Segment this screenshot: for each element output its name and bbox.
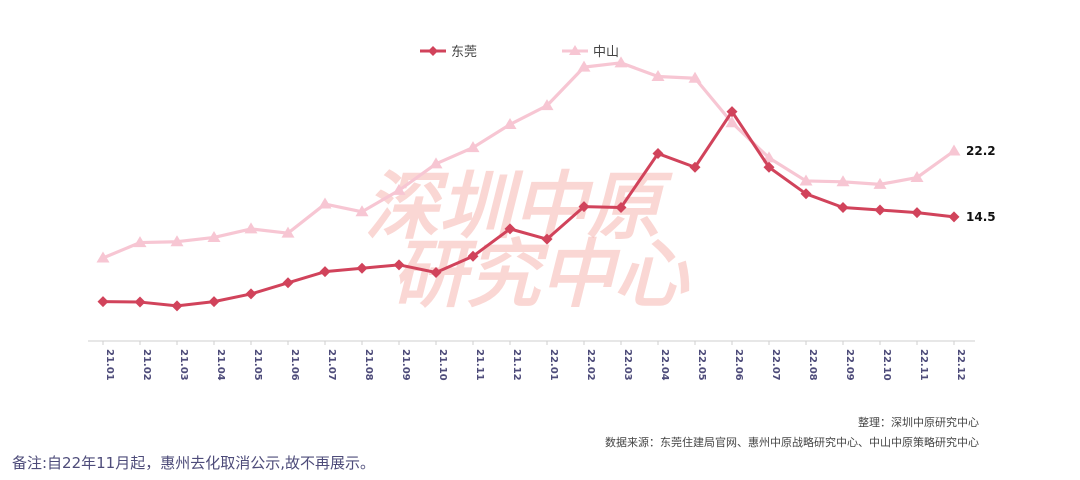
series-group: 22.2 14.5 [96,56,996,312]
x-tick-label-16: 22.05 [696,349,707,381]
x-tick-label-19: 22.08 [807,349,818,381]
point-1-19 [799,174,813,186]
point-1-16 [688,71,702,83]
point-0-14 [615,201,627,213]
point-1-9 [429,157,443,169]
x-tick-label-11: 21.12 [511,349,522,381]
point-0-19 [800,188,812,200]
x-tick-label-4: 21.05 [252,349,263,381]
point-0-21 [874,204,886,216]
x-axis-ticks: 21.01 21.02 21.03 21.04 21.05 21.06 21.07 21.08… [102,341,966,381]
point-0-22 [911,207,923,219]
x-tick-label-5: 21.06 [289,349,300,381]
point-1-10 [466,141,480,153]
point-0-23 [948,211,960,223]
point-1-13 [577,60,591,72]
watermark-line2: 研究中心 [392,232,690,318]
x-tick-label-20: 22.09 [844,349,855,381]
point-1-12 [540,99,554,111]
point-1-7 [355,205,369,217]
point-0-16 [689,161,701,173]
x-tick-label-23: 22.12 [955,349,966,381]
footnote: 备注:自22年11月起，惠州去化取消公示,故不再展示。 [12,454,375,472]
x-tick-label-15: 22.04 [659,349,670,381]
legend-marker-1 [569,45,581,55]
point-0-8 [393,259,405,271]
point-0-18 [763,161,775,173]
x-tick-label-14: 22.03 [622,349,633,381]
x-tick-label-21: 22.10 [881,349,892,381]
point-0-1 [134,296,146,308]
point-1-6 [318,197,332,209]
x-tick-label-13: 22.02 [585,349,596,381]
series-line-0 [102,110,955,308]
end-label-0: 14.5 [966,210,996,224]
x-tick-label-2: 21.03 [178,349,189,381]
point-1-18 [762,151,776,163]
point-0-11 [504,223,516,235]
point-1-14 [614,56,628,68]
point-1-2 [170,235,184,247]
point-1-3 [207,230,221,242]
x-tick-label-6: 21.07 [326,349,337,381]
point-0-20 [837,201,849,213]
legend-label-0: 东莞 [451,45,477,60]
legend-marker-0 [428,46,438,56]
x-tick-label-22: 22.11 [918,349,929,381]
point-1-15 [651,70,665,82]
point-0-15 [652,148,664,160]
point-0-10 [467,250,479,262]
point-0-4 [245,288,257,300]
legend: 东莞 中山 [420,45,619,60]
point-1-8 [392,183,406,195]
point-0-9 [430,267,442,279]
end-label-1: 22.2 [966,144,996,158]
x-tick-label-12: 22.01 [548,349,559,381]
point-0-3 [208,296,220,308]
data-source: 数据来源：东莞住建局官网、惠州中原战略研究中心、中山中原策略研究中心 [605,436,979,449]
x-tick-label-18: 22.07 [770,349,781,381]
x-tick-label-9: 21.10 [437,349,448,381]
point-0-6 [319,266,331,278]
point-0-0 [97,296,109,308]
x-tick-label-10: 21.11 [474,349,485,381]
point-0-2 [171,300,183,312]
point-0-13 [578,201,590,213]
point-1-21 [873,177,887,189]
legend-label-1: 中山 [593,45,619,60]
point-0-5 [282,277,294,289]
point-1-17 [725,116,739,128]
point-1-5 [281,226,295,238]
x-tick-label-7: 21.08 [363,349,374,381]
watermark: 深圳中原 研究中心 [365,164,690,318]
point-1-23 [947,144,961,156]
x-tick-label-17: 22.06 [733,349,744,381]
point-1-22 [910,171,924,183]
x-tick-label-8: 21.09 [400,349,411,381]
point-1-4 [244,222,258,234]
point-1-1 [133,236,147,248]
point-1-20 [836,175,850,187]
x-tick-label-3: 21.04 [215,349,226,381]
point-1-0 [96,251,110,263]
credit-org: 整理：深圳中原研究中心 [858,416,979,429]
x-tick-label-1: 21.02 [141,349,152,381]
x-tick-label-0: 21.01 [104,349,115,381]
point-0-7 [356,262,368,274]
point-1-11 [503,117,517,129]
point-0-12 [541,233,553,245]
point-0-17 [726,106,738,118]
series-line-1 [102,61,955,260]
